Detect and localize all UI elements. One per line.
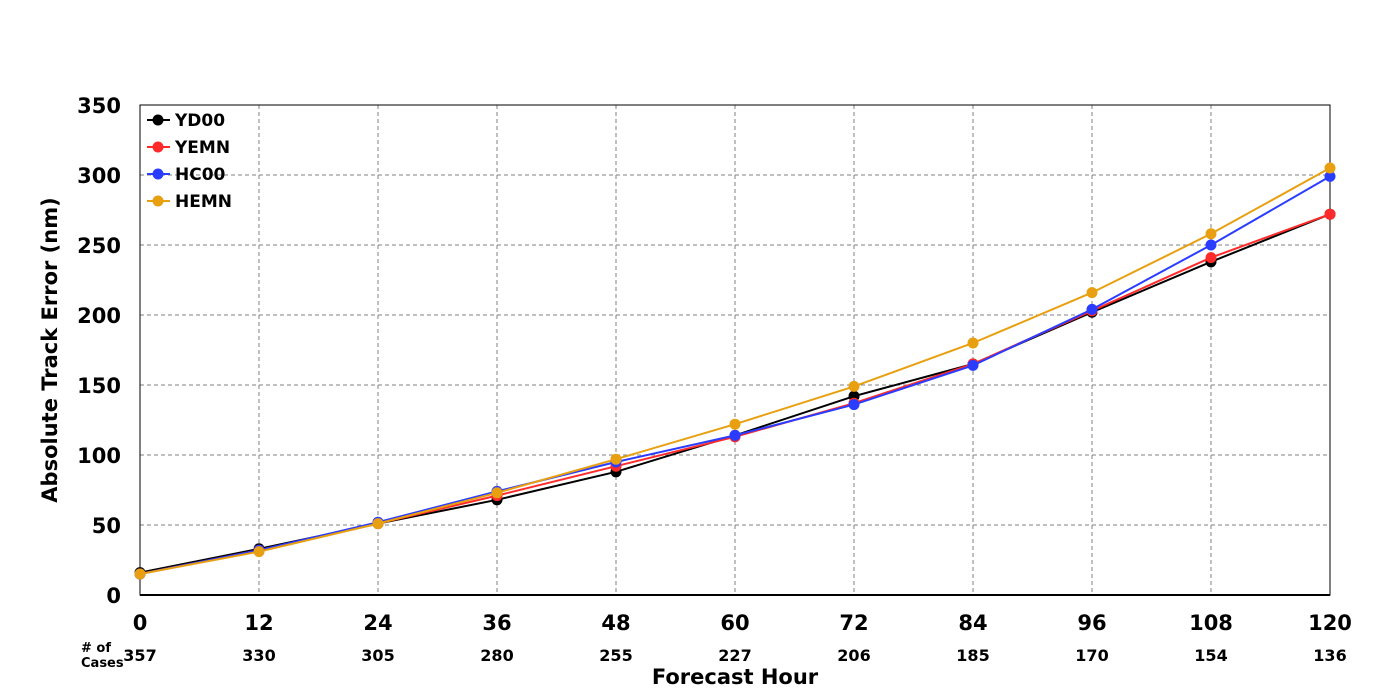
legend-item: YD00: [147, 111, 225, 131]
legend-label: YEMN: [174, 138, 230, 158]
data-point: [1205, 239, 1217, 251]
case-count: 154: [1194, 646, 1227, 665]
x-tick-label: 60: [720, 611, 749, 635]
legend-marker: [152, 141, 164, 153]
case-count: 206: [837, 646, 870, 665]
case-count: 280: [480, 646, 513, 665]
x-tick-label: 48: [601, 611, 630, 635]
series-hemn: [134, 162, 1336, 580]
legend: YD00 YEMN HC00 HEMN: [147, 111, 232, 212]
x-tick-label: 120: [1308, 611, 1352, 635]
case-count: 330: [242, 646, 275, 665]
legend-label: HC00: [175, 165, 226, 185]
data-point: [1324, 162, 1336, 174]
legend-marker: [152, 114, 164, 126]
cases-label-line: Cases: [81, 656, 124, 671]
x-tick-label: 36: [482, 611, 511, 635]
legend-item: YEMN: [147, 138, 230, 158]
data-point: [967, 337, 979, 349]
case-count: 136: [1313, 646, 1346, 665]
case-count: 255: [599, 646, 632, 665]
legend-label: HEMN: [175, 192, 232, 212]
case-count-labels: 357 330 305 280 255 227 206 185 170 154 136: [123, 646, 1346, 665]
x-tick-label: 72: [839, 611, 868, 635]
data-point: [1086, 287, 1098, 299]
case-count: 227: [718, 646, 751, 665]
x-tick-label: 96: [1077, 611, 1106, 635]
x-tick-labels: 0 12 24 36 48 60 72 84 96 108 120: [133, 611, 1352, 635]
data-point: [253, 546, 265, 558]
y-tick-label: 100: [77, 444, 121, 468]
data-point: [372, 518, 384, 530]
data-point: [729, 429, 741, 441]
legend-marker: [152, 195, 164, 207]
x-tick-label: 12: [244, 611, 273, 635]
cases-label: # of Cases: [81, 641, 124, 671]
case-count: 185: [956, 646, 989, 665]
x-axis-title: Forecast Hour: [652, 665, 819, 689]
x-tick-label: 0: [133, 611, 148, 635]
data-point: [610, 453, 622, 465]
data-point: [848, 399, 860, 411]
case-count: 170: [1075, 646, 1108, 665]
x-tick-label: 108: [1189, 611, 1233, 635]
cases-label-line: # of: [81, 641, 111, 656]
legend-label: YD00: [174, 111, 225, 131]
data-point: [848, 380, 860, 392]
y-tick-label: 150: [77, 374, 121, 398]
data-point: [491, 487, 503, 499]
gridlines: [140, 105, 1330, 595]
legend-item: HC00: [147, 165, 226, 185]
legend-item: HEMN: [147, 192, 232, 212]
data-point: [1324, 170, 1336, 182]
y-tick-label: 0: [106, 584, 121, 608]
data-point: [1205, 252, 1217, 264]
case-count: 357: [123, 646, 156, 665]
y-tick-label: 250: [77, 234, 121, 258]
data-point: [729, 418, 741, 430]
data-point: [1205, 228, 1217, 240]
y-tick-label: 300: [77, 164, 121, 188]
y-tick-label: 350: [77, 94, 121, 118]
data-point: [967, 359, 979, 371]
case-count: 305: [361, 646, 394, 665]
y-tick-labels: 0 50 100 150 200 250 300 350: [77, 94, 121, 608]
x-tick-label: 84: [958, 611, 987, 635]
data-point: [134, 568, 146, 580]
legend-marker: [152, 168, 164, 180]
series-layer: [134, 162, 1336, 580]
y-tick-label: 200: [77, 304, 121, 328]
y-tick-label: 50: [92, 514, 121, 538]
data-point: [1324, 208, 1336, 220]
data-point: [1086, 303, 1098, 315]
x-tick-label: 24: [363, 611, 392, 635]
y-axis-title: Absolute Track Error (nm): [38, 197, 62, 502]
